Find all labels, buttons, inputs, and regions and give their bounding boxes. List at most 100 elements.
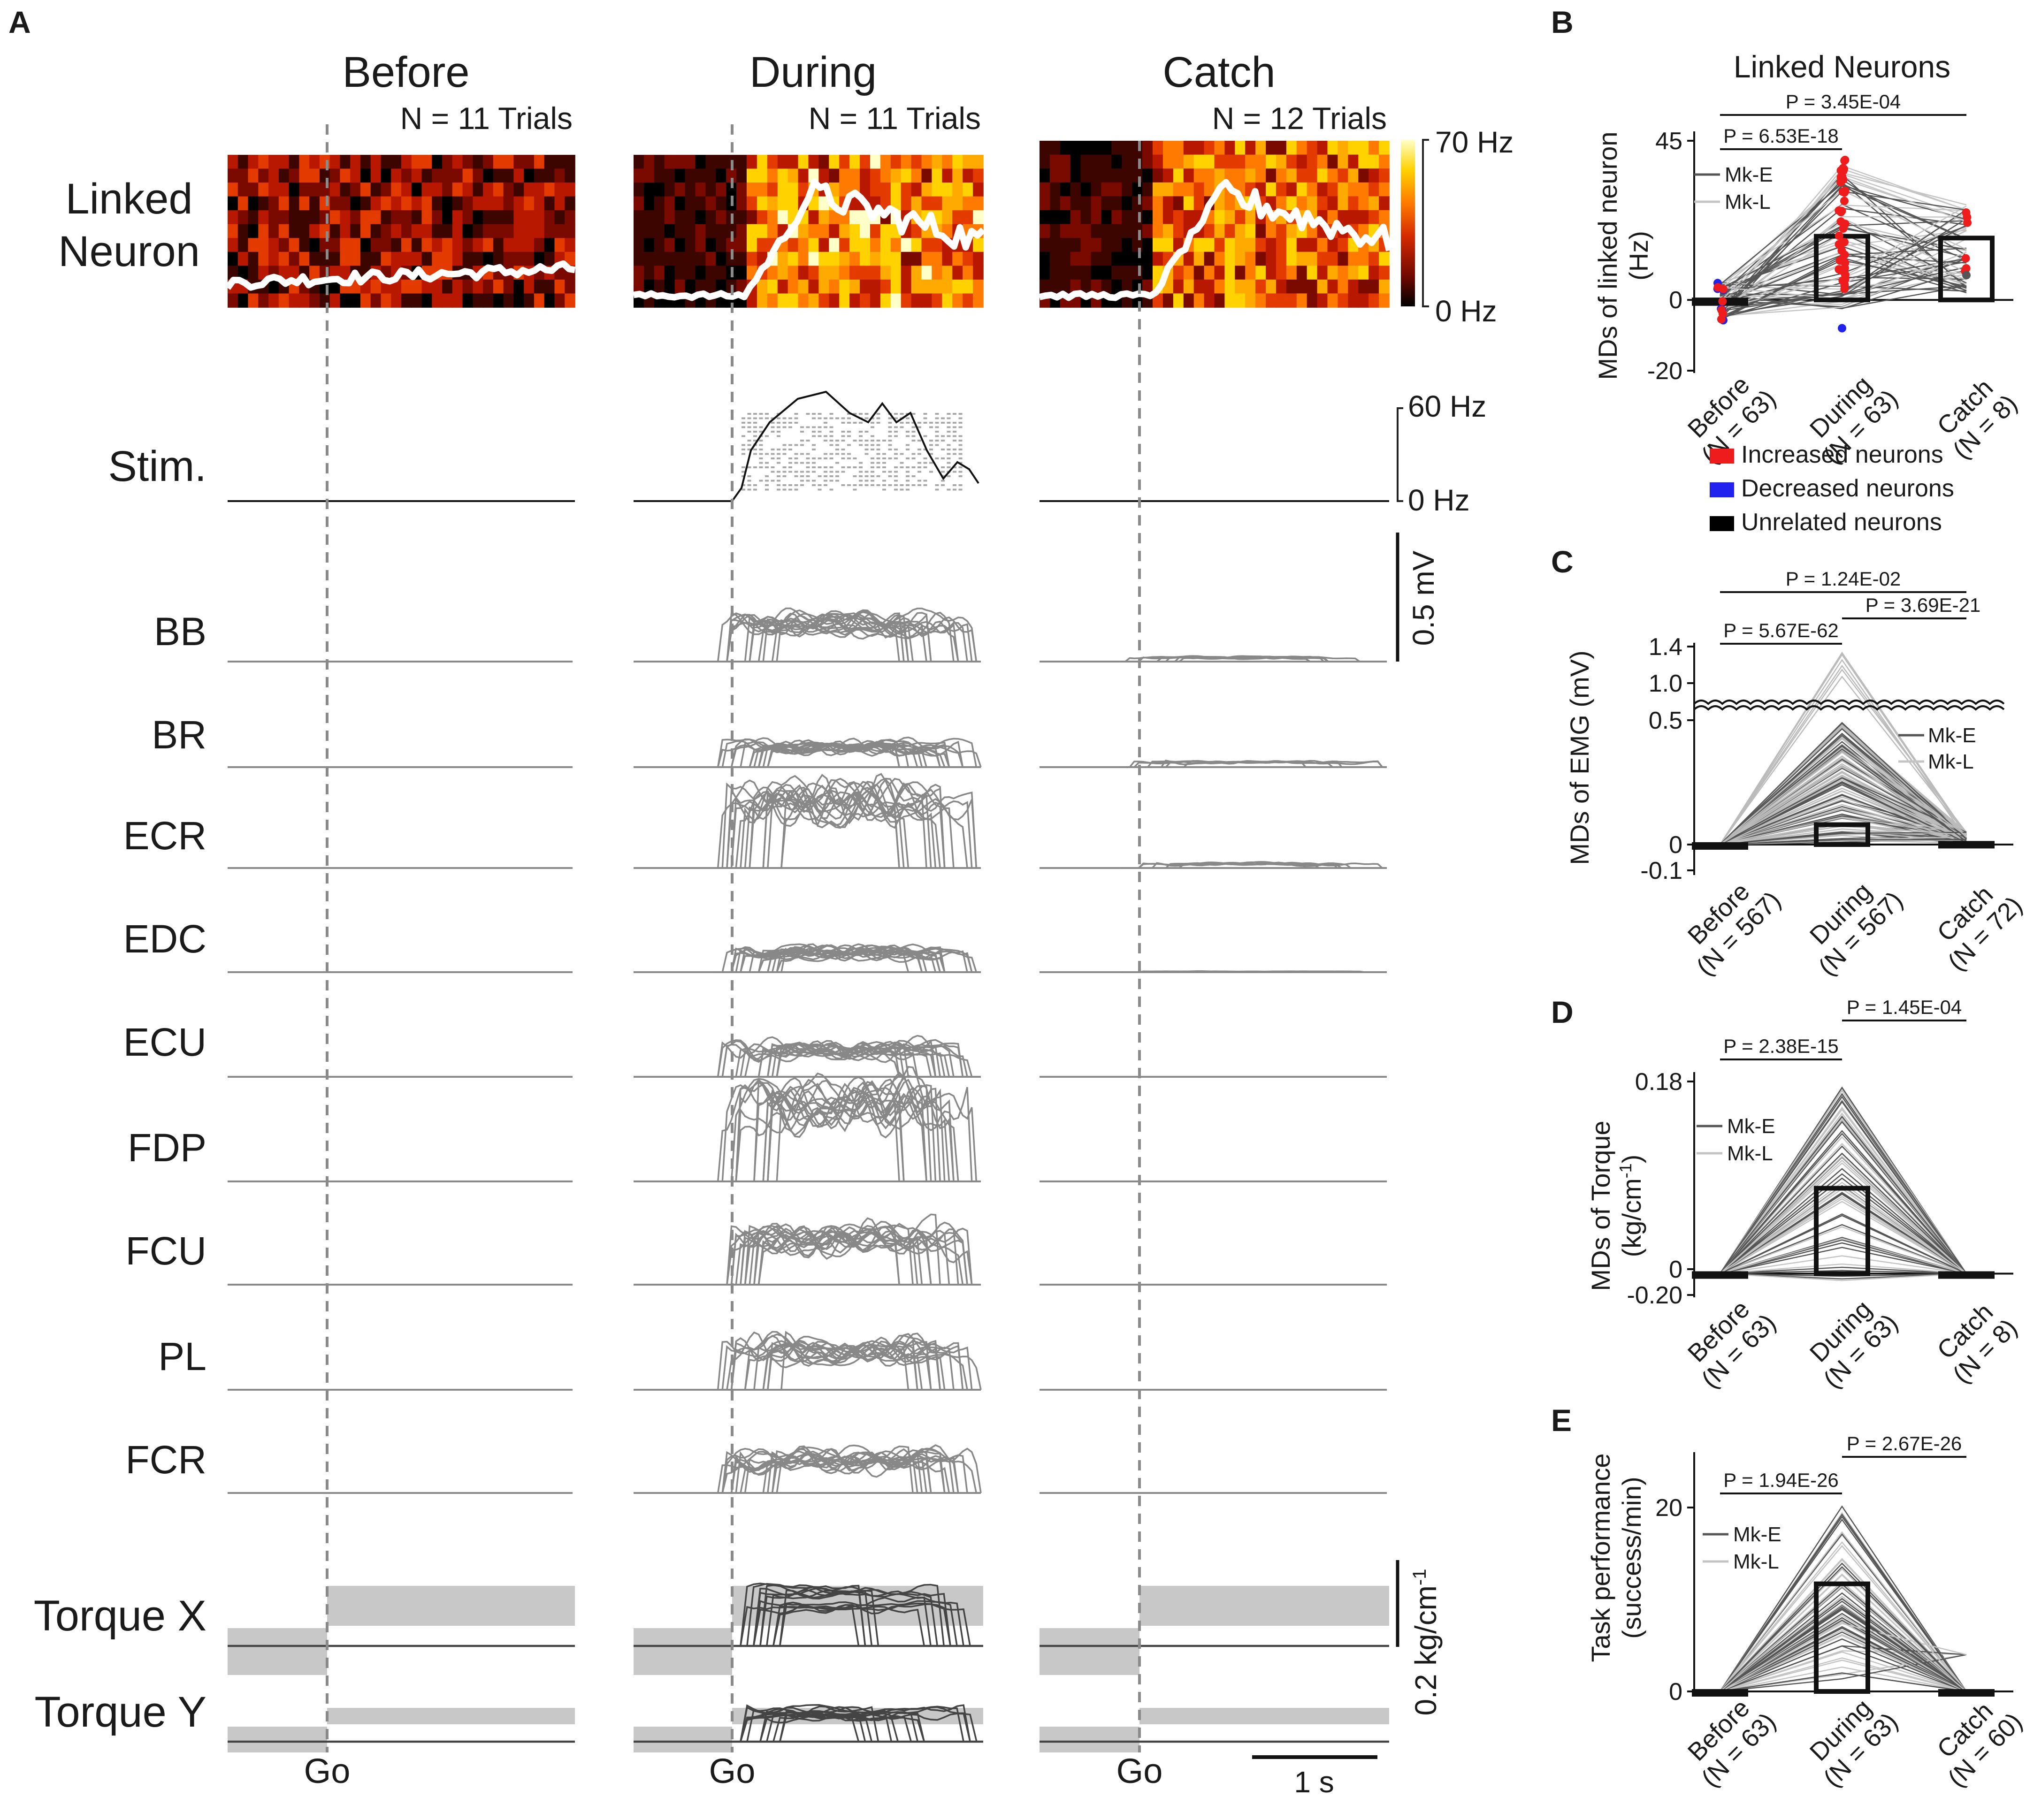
increased-neuron-dot bbox=[1841, 187, 1850, 196]
emg-trace bbox=[713, 773, 981, 869]
stim-pulse bbox=[771, 422, 775, 424]
heat-cell bbox=[1132, 196, 1143, 211]
stim-pulse bbox=[876, 422, 880, 424]
stim-pulse bbox=[753, 440, 757, 442]
heat-cell bbox=[1060, 224, 1071, 238]
heat-cell bbox=[1204, 293, 1215, 308]
stim-pulse bbox=[818, 475, 822, 477]
stim-pulse bbox=[794, 462, 798, 464]
stim-pulse bbox=[906, 417, 910, 419]
category-legend-swatch-0 bbox=[1710, 449, 1734, 464]
emg-trace bbox=[713, 1039, 981, 1078]
heat-cell bbox=[726, 168, 737, 183]
stim-pulse bbox=[894, 453, 898, 455]
stim-pulse bbox=[771, 471, 775, 473]
heat-cell bbox=[237, 183, 249, 197]
heat-cell bbox=[818, 293, 830, 308]
paired-line bbox=[1720, 1247, 1967, 1274]
heat-cell bbox=[340, 196, 351, 211]
catch-neuron-dot bbox=[1961, 254, 1970, 263]
heat-cell bbox=[716, 238, 726, 252]
heat-cell bbox=[1214, 293, 1225, 308]
panelB-legend-mk-e: Mk-E bbox=[1725, 163, 1773, 186]
stim-pulse bbox=[917, 426, 921, 428]
heat-cell bbox=[911, 251, 922, 267]
stim-pulse bbox=[876, 462, 880, 464]
panelD-y-label-line: MDs of Torque bbox=[1586, 1120, 1615, 1291]
muscle-label-FCU: FCU bbox=[125, 1229, 206, 1273]
panelD-y-label: MDs of Torque(kg/cm-1) bbox=[1586, 1120, 1646, 1291]
heat-cell bbox=[643, 266, 655, 280]
stim-pulse bbox=[829, 488, 833, 491]
heat-cell bbox=[1338, 168, 1349, 183]
stim-pulse bbox=[794, 475, 798, 477]
heat-cell bbox=[391, 224, 402, 238]
colorbar bbox=[1401, 140, 1415, 306]
stim-pulse bbox=[824, 471, 827, 473]
heat-cell bbox=[228, 238, 238, 252]
stim-pulse bbox=[882, 484, 886, 486]
heat-cell bbox=[401, 238, 412, 252]
heat-cell bbox=[534, 251, 545, 267]
paired-line bbox=[1720, 1651, 1967, 1692]
emg-trace bbox=[713, 1444, 982, 1494]
heat-cell bbox=[1153, 154, 1163, 169]
heat-cell bbox=[757, 210, 768, 225]
heat-cell bbox=[1379, 266, 1390, 280]
heat-cell bbox=[932, 293, 943, 308]
heat-cell bbox=[747, 224, 757, 238]
paired-line bbox=[1720, 1273, 1967, 1277]
heat-cell bbox=[1348, 251, 1359, 267]
heat-cell bbox=[1049, 251, 1061, 267]
heat-cell bbox=[829, 238, 840, 252]
panelC-legend-mk-e: Mk-E bbox=[1928, 724, 1976, 747]
stim-pulse bbox=[847, 435, 851, 437]
heat-cell bbox=[798, 183, 809, 197]
stim-pulse bbox=[929, 440, 933, 442]
heat-cell bbox=[381, 224, 392, 238]
heat-cell bbox=[1327, 279, 1338, 294]
stim-pulse bbox=[812, 484, 816, 486]
heat-cell bbox=[695, 196, 706, 211]
panelD-category-0: Before(N = 63) bbox=[1676, 1289, 1781, 1394]
heat-cell bbox=[432, 168, 443, 183]
colorbar-bracket bbox=[1422, 139, 1429, 307]
heat-cell bbox=[401, 251, 412, 267]
stim-pulse bbox=[812, 431, 816, 433]
heat-cell bbox=[1379, 182, 1390, 197]
stim-pulse bbox=[958, 413, 963, 415]
heat-cell bbox=[1193, 196, 1205, 211]
stim-pulse bbox=[753, 453, 757, 455]
stim-pulse bbox=[958, 440, 963, 442]
heat-cell bbox=[1348, 210, 1359, 225]
heat-cell bbox=[1101, 251, 1112, 267]
heat-cell bbox=[513, 210, 524, 225]
paired-line bbox=[1719, 1089, 1967, 1274]
heat-cell bbox=[370, 196, 382, 211]
heat-cell bbox=[452, 238, 463, 252]
heat-cell bbox=[1255, 238, 1266, 252]
stim-pulse bbox=[894, 484, 898, 486]
panelB-tick-label: -20 bbox=[1647, 358, 1682, 385]
stim-pulse bbox=[818, 417, 822, 419]
stim-pulse bbox=[894, 435, 898, 437]
heat-cell bbox=[757, 183, 768, 197]
emg-traces-BR-2 bbox=[1121, 760, 1387, 768]
heat-cell bbox=[513, 293, 524, 308]
stim-pulse bbox=[853, 466, 857, 468]
emg-trace bbox=[713, 1447, 981, 1494]
stim-pulse bbox=[806, 480, 810, 482]
heat-cell bbox=[1358, 141, 1369, 155]
heat-cell bbox=[1296, 154, 1307, 169]
heat-cell bbox=[1369, 168, 1379, 183]
heat-cell bbox=[973, 196, 984, 211]
heat-cell bbox=[524, 251, 535, 267]
stim-pulse bbox=[935, 435, 939, 437]
heat-cell bbox=[493, 196, 504, 211]
heat-cell bbox=[1317, 279, 1328, 294]
stim-pulse bbox=[871, 457, 874, 459]
stim-pulse bbox=[947, 475, 951, 477]
stim-pulse bbox=[871, 444, 874, 446]
heat-cell bbox=[565, 210, 575, 225]
emg-trace bbox=[1121, 655, 1387, 663]
